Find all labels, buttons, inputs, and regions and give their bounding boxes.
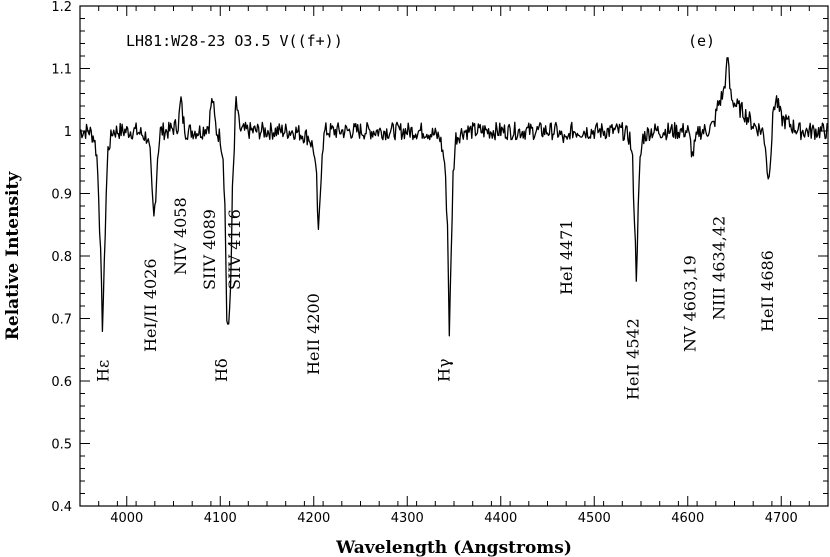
spectral-line-label: Hε	[93, 360, 112, 382]
spectral-line-label: HeII 4686	[758, 250, 777, 332]
spectral-line-label: NV 4603,19	[681, 255, 700, 352]
spectral-line-label: NIV 4058	[171, 197, 190, 275]
spectral-line-label: SIIV 4116	[225, 209, 244, 290]
x-tick-label: 4100	[204, 511, 237, 526]
y-tick-label: 1.2	[51, 0, 72, 15]
panel-label: (e)	[688, 32, 715, 50]
x-tick-label: 4600	[671, 511, 704, 526]
x-tick-label: 4700	[765, 511, 798, 526]
y-tick-label: 0.6	[51, 375, 72, 390]
y-tick-label: 0.9	[51, 188, 72, 203]
x-axis: 4000 4100 4200 4300 4400 4500 4600 4700	[79, 6, 829, 526]
chart-title: LH81:W28-23 O3.5 V((f+))	[126, 32, 343, 50]
y-axis-title: Relative Intensity	[3, 171, 23, 341]
spectral-line-label: Hγ	[435, 358, 454, 382]
x-tick-label: 4400	[484, 511, 517, 526]
x-tick-label: 4500	[578, 511, 611, 526]
x-tick-label: 4200	[297, 511, 330, 526]
spectral-line-label: Hδ	[212, 358, 231, 382]
line-labels: Hε HeI/II 4026 NIV 4058 SIIV 4089 Hδ SIIV 411…	[93, 197, 777, 400]
spectrum-series-line	[79, 57, 829, 337]
y-axis: 0.4 0.5 0.6 0.7 0.8 0.9 1 1.1 1.2	[51, 0, 828, 515]
spectral-line-label: HeII 4200	[304, 293, 323, 375]
x-tick-label: 4000	[110, 511, 143, 526]
spectral-line-label: HeI 4471	[557, 219, 576, 295]
spectral-line-label: HeI/II 4026	[141, 258, 160, 352]
y-tick-label: 0.7	[51, 313, 72, 328]
y-tick-label: 1	[64, 125, 72, 140]
spectral-line-label: NIII 4634,42	[710, 216, 729, 320]
y-tick-label: 0.4	[51, 500, 72, 515]
y-tick-label: 1.1	[51, 63, 72, 78]
y-tick-label: 0.5	[51, 438, 72, 453]
x-axis-title: Wavelength (Angstroms)	[335, 538, 572, 557]
spectral-line-label: HeII 4542	[624, 318, 643, 400]
x-tick-label: 4300	[391, 511, 424, 526]
y-tick-label: 0.8	[51, 250, 72, 265]
spectral-line-label: SIIV 4089	[200, 209, 219, 290]
